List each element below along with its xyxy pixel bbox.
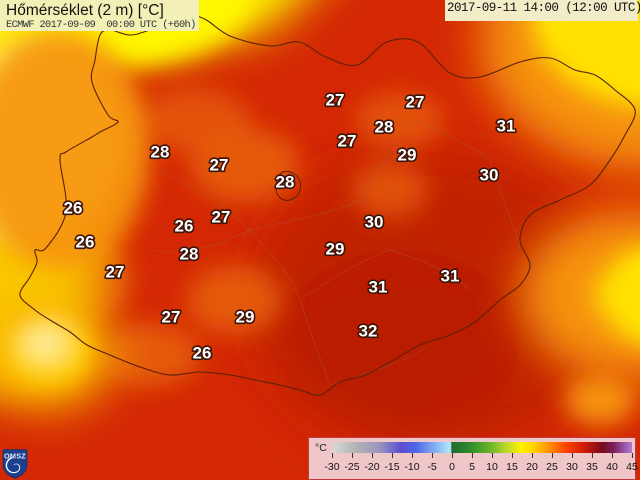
svg-text:31: 31 [369,278,388,297]
svg-text:28: 28 [375,118,394,137]
svg-text:30: 30 [365,213,384,232]
svg-text:OMSZ: OMSZ [4,452,26,461]
svg-text:30: 30 [480,166,499,185]
svg-text:29: 29 [398,146,417,165]
svg-text:29: 29 [326,240,345,259]
svg-text:28: 28 [151,143,170,162]
svg-text:27: 27 [210,156,229,175]
svg-text:27: 27 [406,93,425,112]
svg-text:31: 31 [441,267,460,286]
svg-text:27: 27 [326,91,345,110]
svg-text:26: 26 [175,217,194,236]
svg-text:27: 27 [212,208,231,227]
svg-text:28: 28 [180,245,199,264]
svg-text:26: 26 [64,199,83,218]
svg-text:32: 32 [359,322,378,341]
svg-text:26: 26 [193,344,212,363]
svg-text:29: 29 [236,308,255,327]
svg-text:26: 26 [76,233,95,252]
svg-text:27: 27 [338,132,357,151]
svg-text:27: 27 [106,263,125,282]
svg-text:31: 31 [497,117,516,136]
svg-text:28: 28 [276,173,295,192]
svg-text:27: 27 [162,308,181,327]
